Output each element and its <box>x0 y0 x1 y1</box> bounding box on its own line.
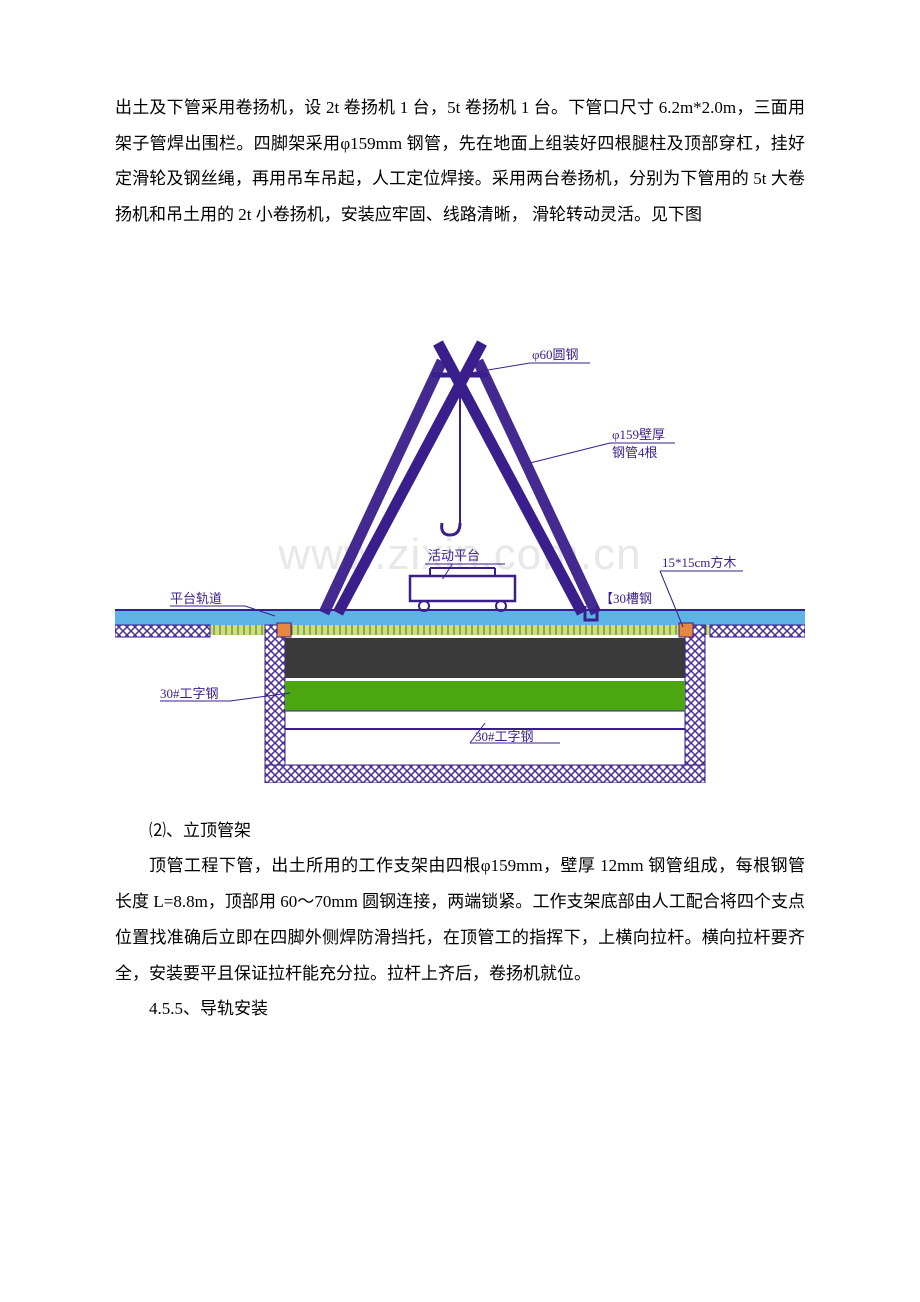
svg-text:φ159壁厚: φ159壁厚 <box>612 427 665 442</box>
frame-diagram: φ60圆钢 φ159壁厚钢管4根 15*15cm方木【30槽钢 活动平台平台轨道 30#… <box>115 303 805 783</box>
paragraph-2: 顶管工程下管，出土所用的工作支架由四根φ159mm，壁厚 12mm 钢管组成，每… <box>115 848 805 991</box>
svg-text:活动平台: 活动平台 <box>428 548 480 563</box>
svg-text:30#工字钢: 30#工字钢 <box>475 729 534 744</box>
diagram-svg: φ60圆钢 φ159壁厚钢管4根 15*15cm方木【30槽钢 活动平台平台轨道 30#… <box>115 303 805 783</box>
svg-text:钢管4根: 钢管4根 <box>612 445 658 460</box>
svg-text:30#工字钢: 30#工字钢 <box>160 686 219 701</box>
paragraph-3: 4.5.5、导轨安装 <box>115 991 805 1027</box>
svg-text:15*15cm方木: 15*15cm方木 <box>662 555 736 570</box>
paragraph-2-heading: ⑵、立顶管架 <box>115 813 805 849</box>
spacer <box>115 233 805 293</box>
svg-text:平台轨道: 平台轨道 <box>170 591 222 606</box>
svg-text:【30槽钢: 【30槽钢 <box>600 591 652 606</box>
svg-text:φ60圆钢: φ60圆钢 <box>532 347 579 362</box>
paragraph-1: 出土及下管采用卷扬机，设 2t 卷扬机 1 台，5t 卷扬机 1 台。下管口尺寸… <box>115 90 805 233</box>
